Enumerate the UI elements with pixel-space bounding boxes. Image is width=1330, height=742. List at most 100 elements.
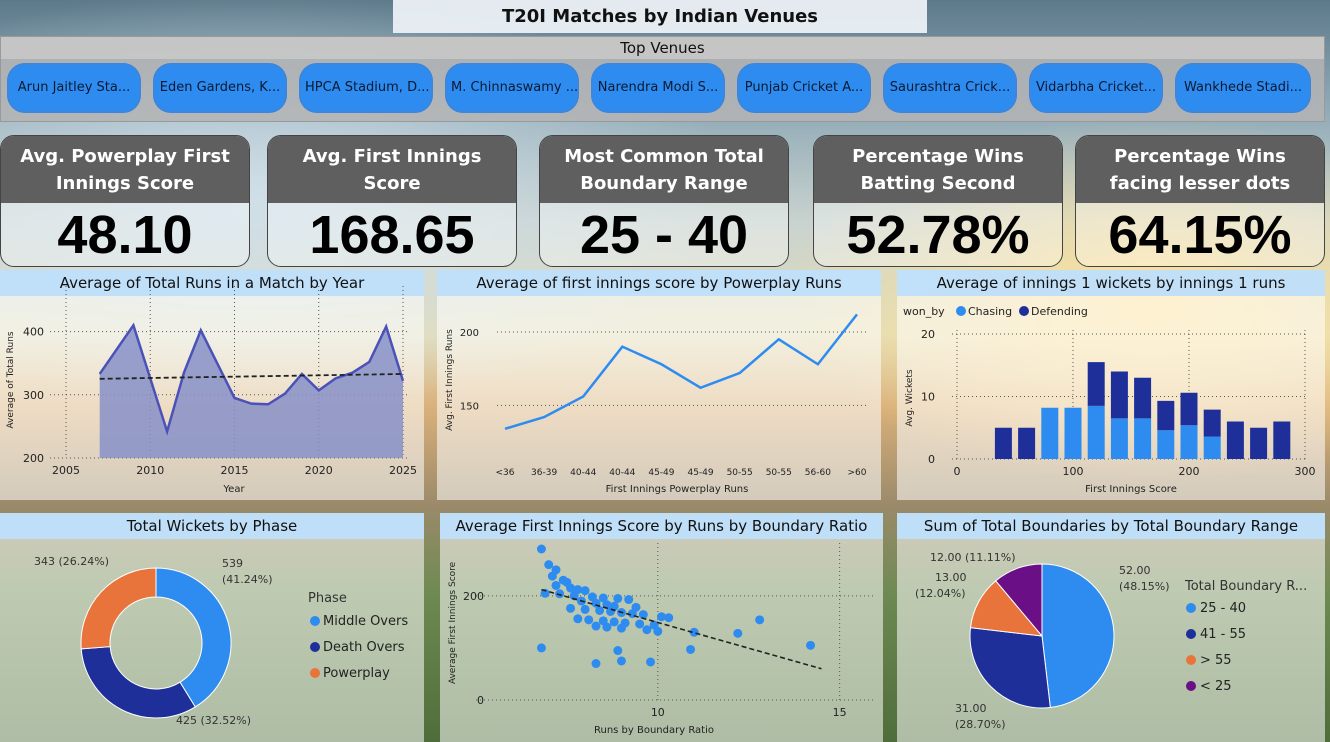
x-tick-label: 40-44 — [570, 468, 596, 478]
data-label: (28.70%) — [955, 718, 1006, 731]
legend-label: Powerplay — [323, 666, 390, 681]
scatter-point — [646, 657, 656, 667]
y-axis-label: Average of Total Runs — [6, 331, 16, 428]
kpi-label: Avg. Powerplay First Innings Score — [1, 136, 249, 203]
legend-label: 41 - 55 — [1200, 627, 1246, 642]
scatter-point — [566, 583, 576, 593]
kpi-value: 52.78% — [846, 205, 1030, 265]
kpi-value: 25 - 40 — [579, 205, 749, 265]
scatter-point — [638, 610, 648, 620]
chart-title: Average of first innings score by Powerp… — [437, 270, 881, 296]
kpi-card-first-innings: Avg. First Innings Score 168.65 — [267, 135, 517, 267]
venue-button[interactable]: Vidarbha Cricket... — [1029, 63, 1163, 113]
bar-defending — [1110, 371, 1128, 419]
bar-chasing — [1180, 425, 1198, 459]
scatter-point — [584, 615, 594, 625]
chart-title: Total Wickets by Phase — [0, 513, 424, 539]
kpi-label: Most Common Total Boundary Range — [540, 136, 788, 203]
scatter-point — [642, 625, 652, 635]
bar-defending — [1157, 400, 1175, 431]
x-tick-label: 10 — [651, 706, 665, 719]
x-tick-label: 200 — [1179, 465, 1200, 478]
legend-title: Phase — [308, 591, 347, 606]
scatter-point — [547, 571, 557, 581]
series-line — [98, 322, 405, 436]
x-tick-label: 50-55 — [727, 468, 753, 478]
trend-line — [541, 588, 822, 670]
data-label: 13.00 — [935, 571, 967, 584]
runs-by-year-svg: 2005 2010 2015 2020 2025 200 300 400 Year Average… — [6, 286, 417, 495]
x-axis-label: First Innings Powerplay Runs — [606, 484, 749, 495]
scatter-point — [536, 643, 546, 653]
scatter-point — [591, 621, 601, 631]
legend-label: Death Overs — [323, 640, 405, 655]
legend-marker — [1186, 603, 1196, 613]
legend-marker — [1186, 629, 1196, 639]
chart-title: Average First Innings Score by Runs by B… — [440, 513, 883, 539]
scatter-point — [566, 603, 576, 613]
bar-defending — [1273, 421, 1291, 459]
scatter-point — [635, 619, 645, 629]
wickets-by-runs-chart: Average of innings 1 wickets by innings … — [897, 270, 1325, 500]
venue-slicer-header: Top Venues — [1, 37, 1324, 59]
data-label: 31.00 — [955, 702, 987, 715]
x-tick-label: 2005 — [52, 464, 80, 477]
scatter-point — [613, 593, 623, 603]
venue-button[interactable]: Punjab Cricket A... — [737, 63, 871, 113]
data-label: 425 (32.52%) — [176, 714, 251, 727]
scatter-point — [755, 615, 765, 625]
boundary-ratio-chart: Average First Innings Score by Runs by B… — [440, 513, 883, 742]
venue-button[interactable]: Saurashtra Crick... — [883, 63, 1017, 113]
pie-slice — [1041, 563, 1115, 709]
legend-marker — [310, 642, 320, 652]
legend-marker — [1186, 655, 1196, 665]
legend-title: won_by — [903, 305, 945, 318]
y-tick-label: 200 — [23, 452, 44, 465]
venue-button[interactable]: HPCA Stadium, D... — [299, 63, 433, 113]
y-tick-label: 150 — [460, 401, 479, 412]
legend-label: > 55 — [1200, 653, 1232, 668]
venue-button[interactable]: Arun Jaitley Sta... — [7, 63, 141, 113]
legend-marker — [310, 616, 320, 626]
kpi-card-boundary-range: Most Common Total Boundary Range 25 - 40 — [539, 135, 789, 267]
y-axis-label: Avg. First Innings Runs — [445, 329, 455, 431]
kpi-value: 64.15% — [1108, 205, 1292, 265]
venue-button[interactable]: M. Chinnaswamy ... — [445, 63, 579, 113]
scatter-point — [689, 627, 699, 637]
x-tick-label: 45-49 — [687, 468, 713, 478]
scatter-point — [540, 588, 550, 598]
x-axis-label: Runs by Boundary Ratio — [594, 725, 714, 736]
boundaries-by-range-chart: Sum of Total Boundaries by Total Boundar… — [897, 513, 1325, 742]
y-tick-label: 200 — [460, 328, 479, 339]
bar-chasing — [1134, 418, 1152, 459]
bar-defending — [994, 427, 1012, 459]
boundary-ratio-svg: 10 15 0 200 Runs by Boundary Ratio Average Fi… — [448, 543, 876, 736]
data-label: (48.15%) — [1119, 580, 1170, 593]
venue-button[interactable]: Narendra Modi S... — [591, 63, 725, 113]
scatter-point — [616, 656, 626, 666]
y-tick-label: 10 — [921, 391, 935, 404]
scatter-point — [551, 580, 561, 590]
scatter-point — [569, 591, 579, 601]
data-label: 12.00 (11.11%) — [930, 551, 1016, 564]
bar-chasing — [1041, 407, 1059, 459]
bar-defending — [1250, 427, 1268, 459]
venue-button[interactable]: Wankhede Stadi... — [1175, 63, 1311, 113]
data-label: 539 — [222, 557, 243, 570]
pie-slice — [80, 646, 196, 719]
scatter-point — [609, 617, 619, 627]
bar-defending — [1203, 409, 1221, 437]
venue-button[interactable]: Eden Gardens, K... — [153, 63, 287, 113]
scatter-point — [580, 586, 590, 596]
x-tick-label: 36-39 — [531, 468, 557, 478]
scatter-point — [733, 628, 743, 638]
scatter-point — [544, 560, 554, 570]
bar-chasing — [1203, 436, 1221, 459]
series-line — [504, 313, 858, 430]
x-tick-label: 2020 — [305, 464, 333, 477]
data-label: (41.24%) — [222, 573, 273, 586]
legend-title: Total Boundary R... — [1184, 579, 1307, 594]
venue-slicer: Top Venues Arun Jaitley Sta... Eden Gard… — [0, 36, 1325, 122]
x-tick-label: 2010 — [136, 464, 164, 477]
x-tick-label: 56-60 — [805, 468, 831, 478]
